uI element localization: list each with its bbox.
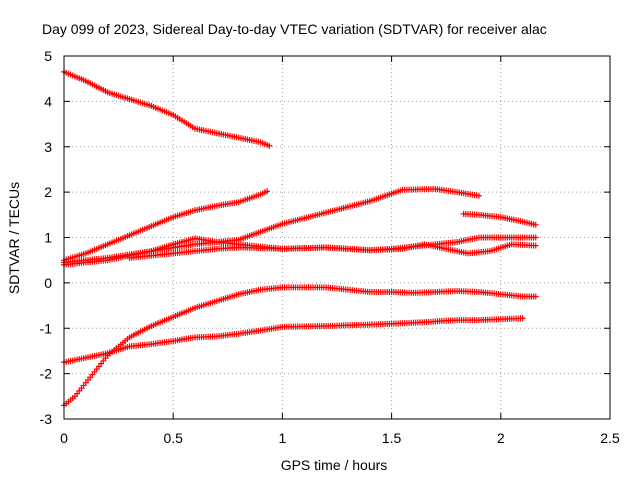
series-track-8	[61, 315, 526, 366]
series-track-7	[61, 284, 539, 409]
y-tick-label: 1	[44, 230, 52, 246]
y-tick-label: 0	[44, 275, 52, 291]
y-tick-label: -1	[40, 320, 53, 336]
x-tick-label: 0	[60, 430, 68, 446]
data-point-marker	[519, 315, 526, 322]
data-point-marker	[475, 192, 482, 199]
y-tick-label: -2	[40, 366, 53, 382]
data-point-marker	[532, 234, 539, 241]
x-tick-label: 0.5	[163, 430, 183, 446]
data-point-marker	[532, 221, 539, 228]
series-track-1	[61, 68, 273, 149]
x-tick-label: 1.5	[382, 430, 402, 446]
x-tick-label: 1	[279, 430, 287, 446]
data-point-marker	[264, 188, 271, 195]
chart-title: Day 099 of 2023, Sidereal Day-to-day VTE…	[42, 21, 547, 37]
y-tick-label: 3	[44, 139, 52, 155]
series-track-6	[460, 210, 539, 228]
data-markers	[61, 68, 539, 409]
y-tick-label: -3	[40, 411, 53, 427]
x-tick-label: 2	[497, 430, 505, 446]
y-axis-label: SDTVAR / TECUs	[6, 182, 22, 294]
x-tick-label: 2.5	[600, 430, 620, 446]
data-point-marker	[532, 242, 539, 249]
y-tick-label: 4	[44, 93, 52, 109]
x-axis-label: GPS time / hours	[281, 457, 388, 473]
data-point-marker	[266, 142, 273, 149]
data-point-marker	[532, 293, 539, 300]
plot-frame	[63, 55, 611, 420]
y-tick-label: 5	[44, 48, 52, 64]
y-tick-label: 2	[44, 184, 52, 200]
axes: 0 0.5 1 1.5 2 2.5 -3 -2 -1 0 1 2 3 4 5	[40, 48, 620, 446]
series-track-5	[126, 241, 539, 261]
